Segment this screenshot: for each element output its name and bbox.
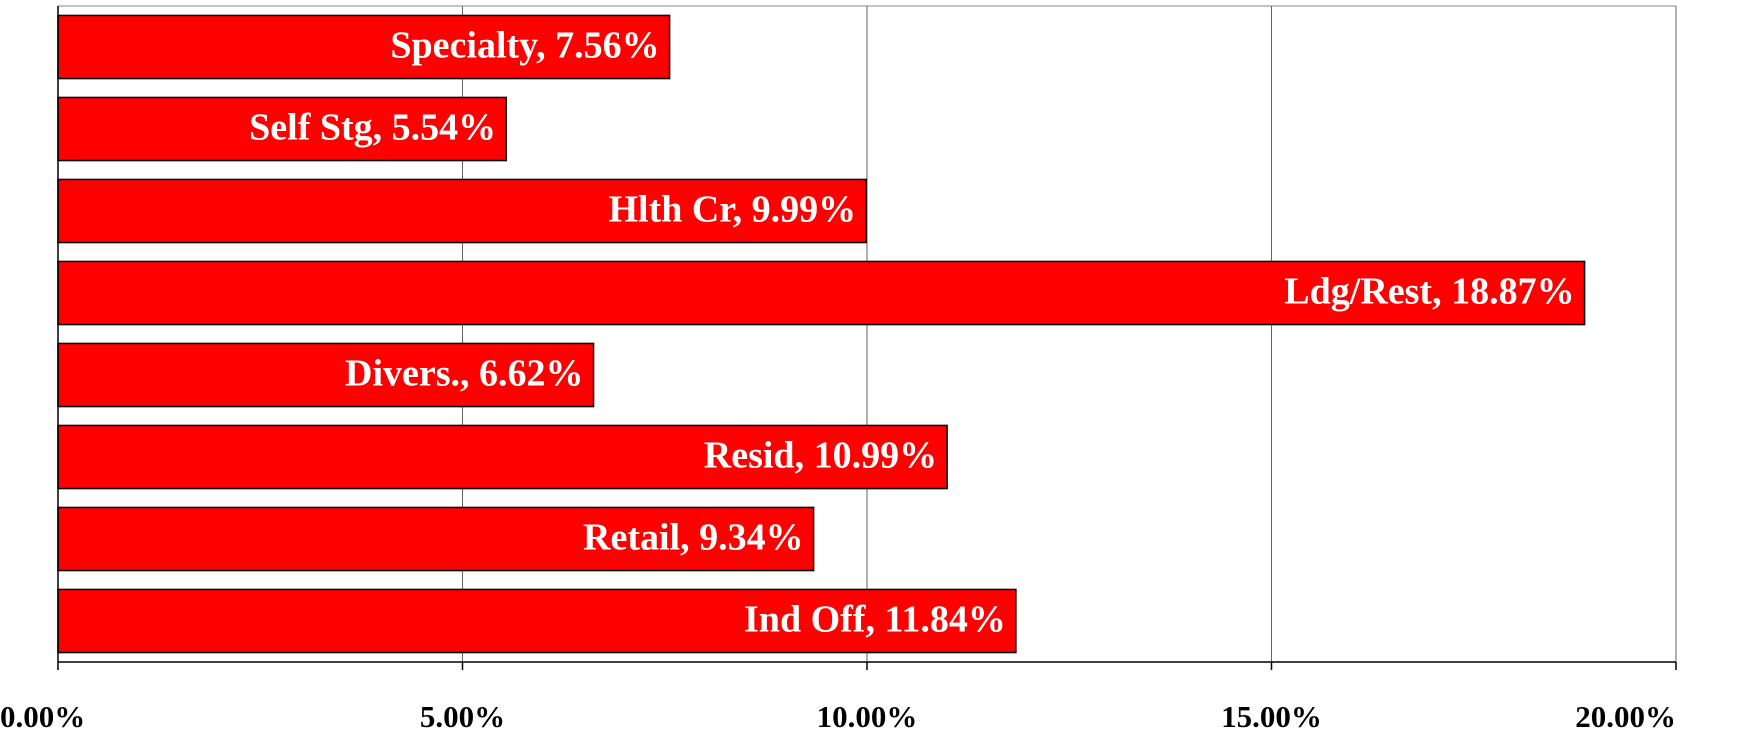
bar: [57, 14, 671, 80]
x-tick-label: 0.00%: [0, 699, 85, 734]
bar: [57, 260, 1586, 326]
x-tick-label: 20.00%: [1575, 699, 1676, 734]
data-label: Ldg/Rest, 18.87%: [1284, 271, 1574, 313]
bar: [57, 424, 948, 490]
data-label: Ind Off, 11.84%: [744, 599, 1006, 641]
bar: [57, 342, 595, 408]
bar: [57, 96, 507, 162]
x-tick-label: 10.00%: [817, 699, 918, 734]
x-tick-label: 5.00%: [420, 699, 505, 734]
data-label: Specialty, 7.56%: [390, 25, 659, 67]
data-label: Divers., 6.62%: [345, 353, 584, 395]
data-label: Self Stg, 5.54%: [249, 107, 496, 149]
data-label: Retail, 9.34%: [583, 517, 804, 559]
x-tick-label: 15.00%: [1221, 699, 1322, 734]
bar: [57, 506, 815, 572]
data-label: Hlth Cr, 9.99%: [608, 189, 856, 231]
data-label: Resid, 10.99%: [704, 435, 937, 477]
